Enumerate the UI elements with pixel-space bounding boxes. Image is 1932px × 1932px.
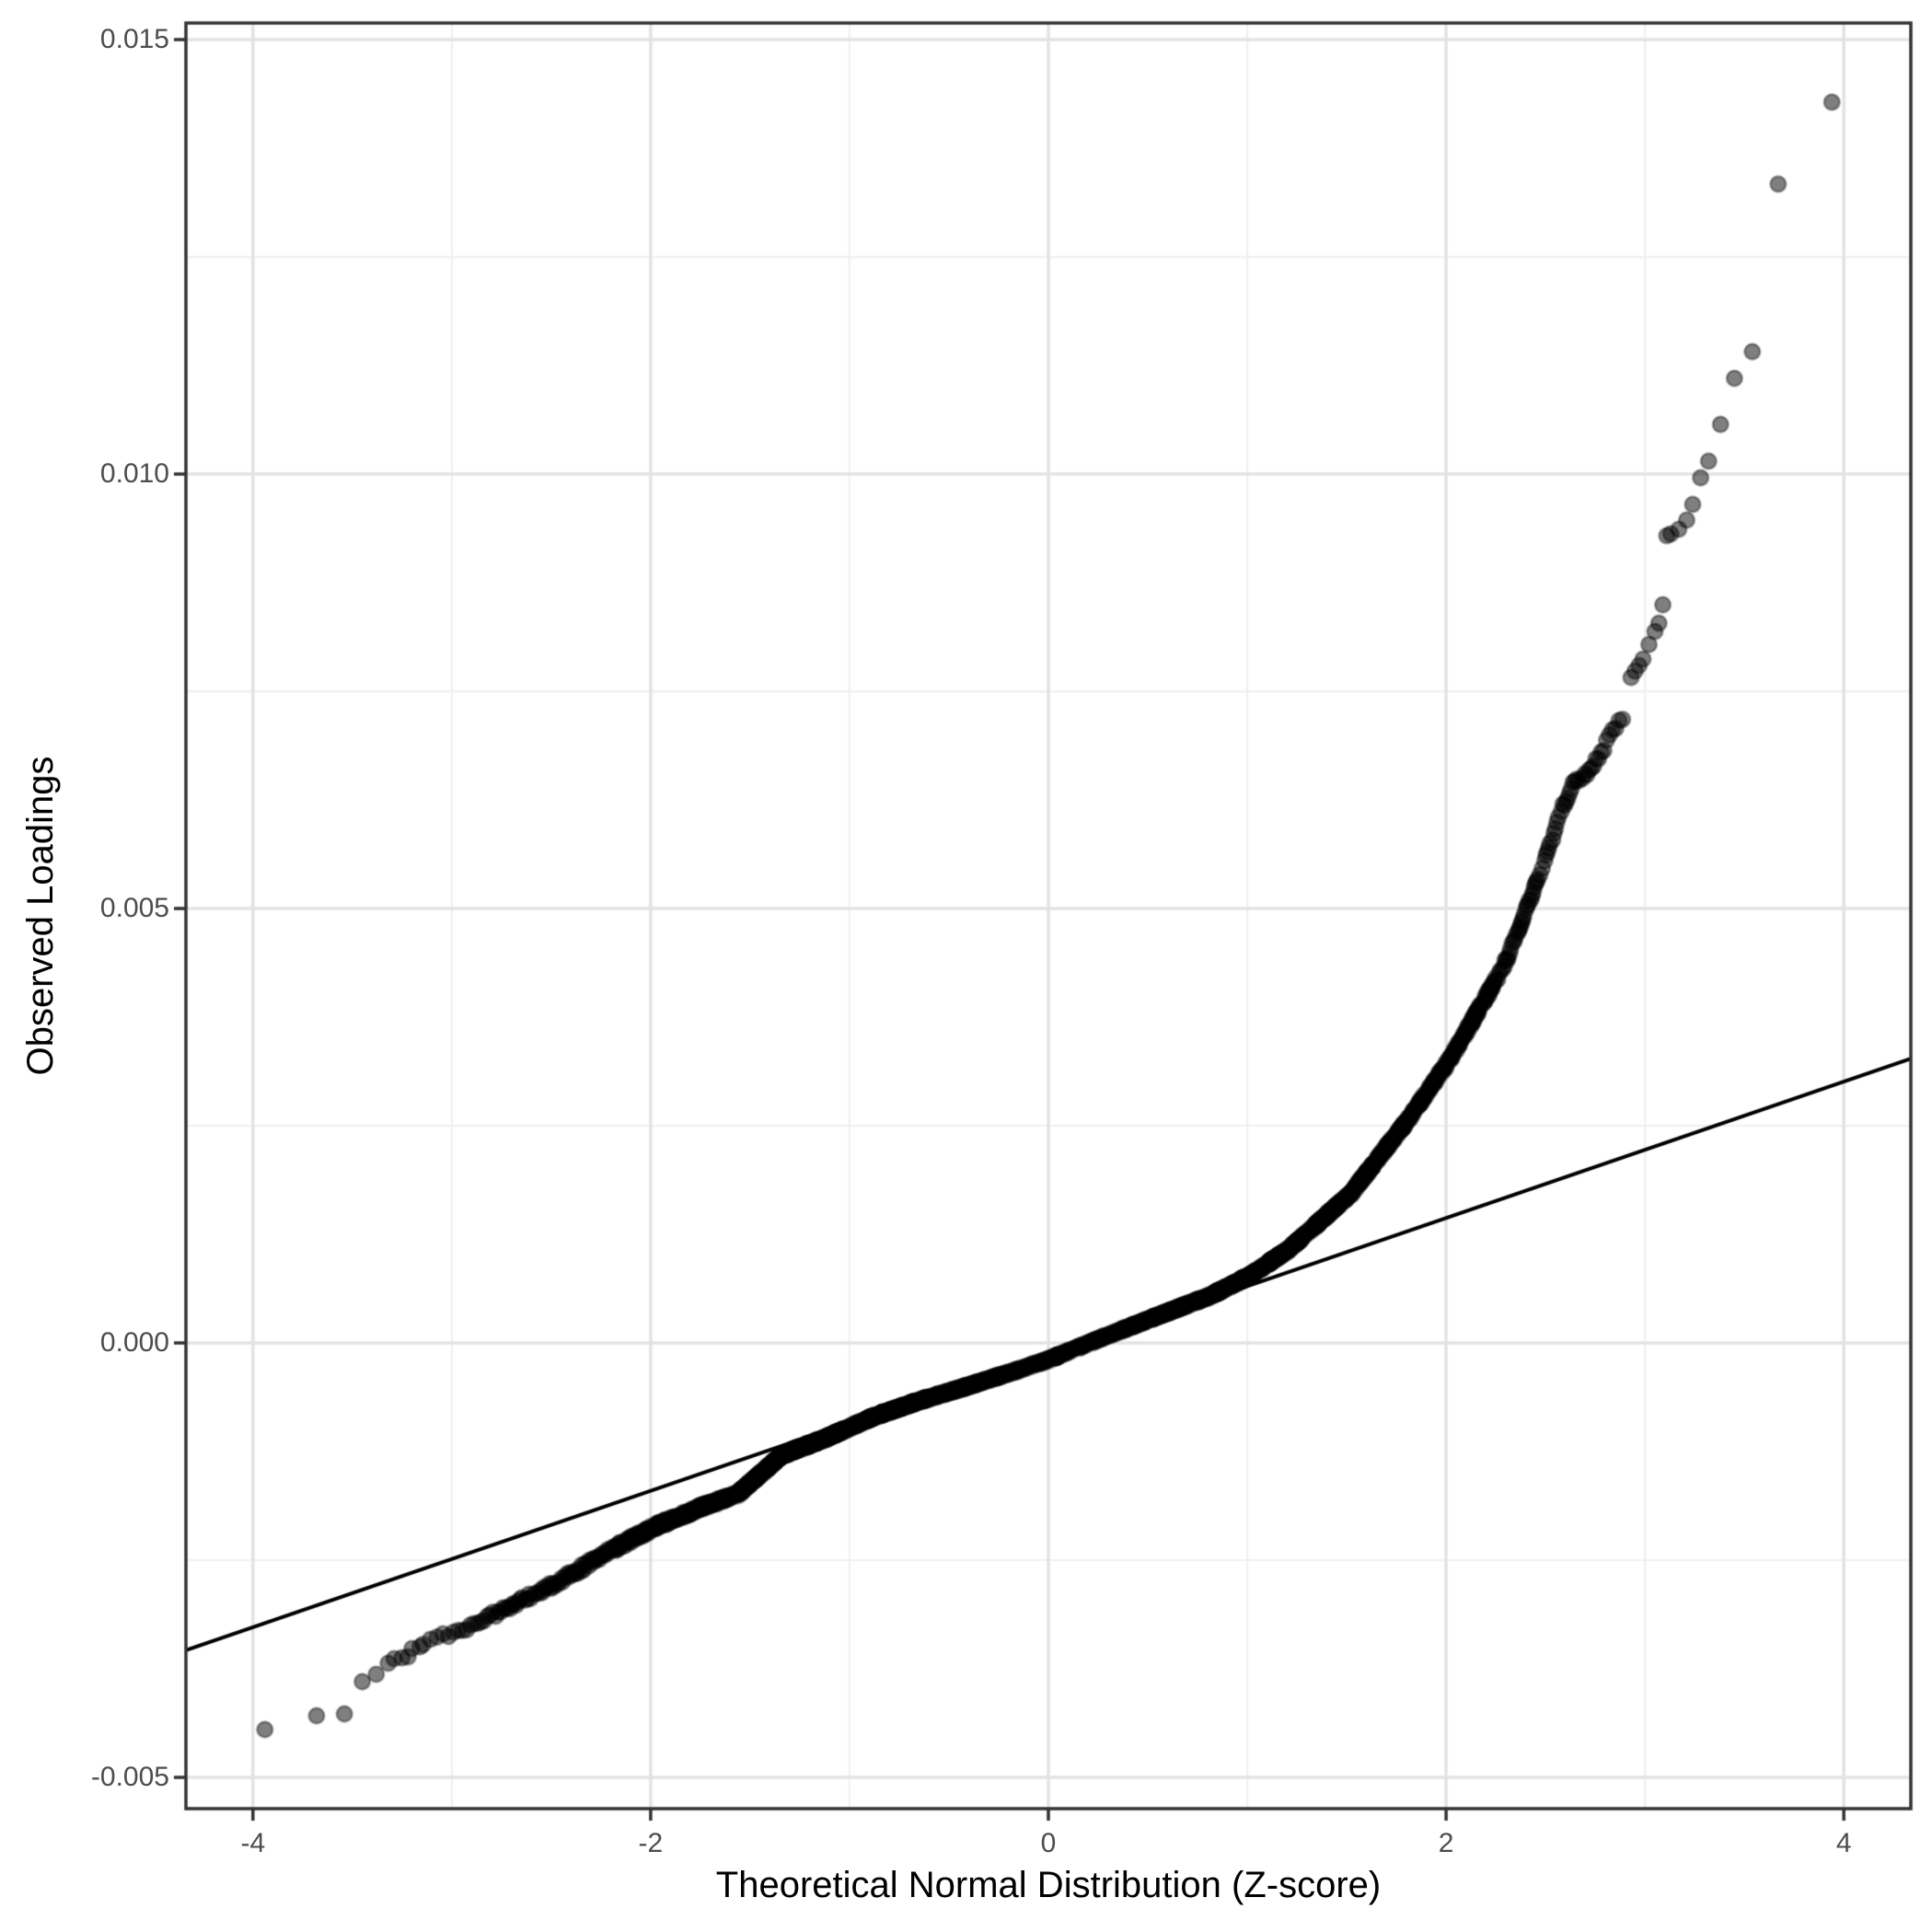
y-tick-label: -0.005 <box>90 1762 169 1793</box>
x-tick-label: -2 <box>638 1828 664 1858</box>
y-tick-label: 0.010 <box>99 458 169 490</box>
y-tick-label: 0.005 <box>99 893 169 924</box>
x-axis-title: Theoretical Normal Distribution (Z-score… <box>715 1865 1382 1905</box>
x-tick-label: -4 <box>240 1828 266 1858</box>
x-tick-label: 2 <box>1438 1828 1454 1858</box>
y-tick-label: 0.000 <box>99 1327 169 1359</box>
y-tick-label: 0.015 <box>99 24 169 55</box>
x-tick-label: 4 <box>1835 1828 1852 1858</box>
x-tick-label: 0 <box>1040 1828 1057 1858</box>
